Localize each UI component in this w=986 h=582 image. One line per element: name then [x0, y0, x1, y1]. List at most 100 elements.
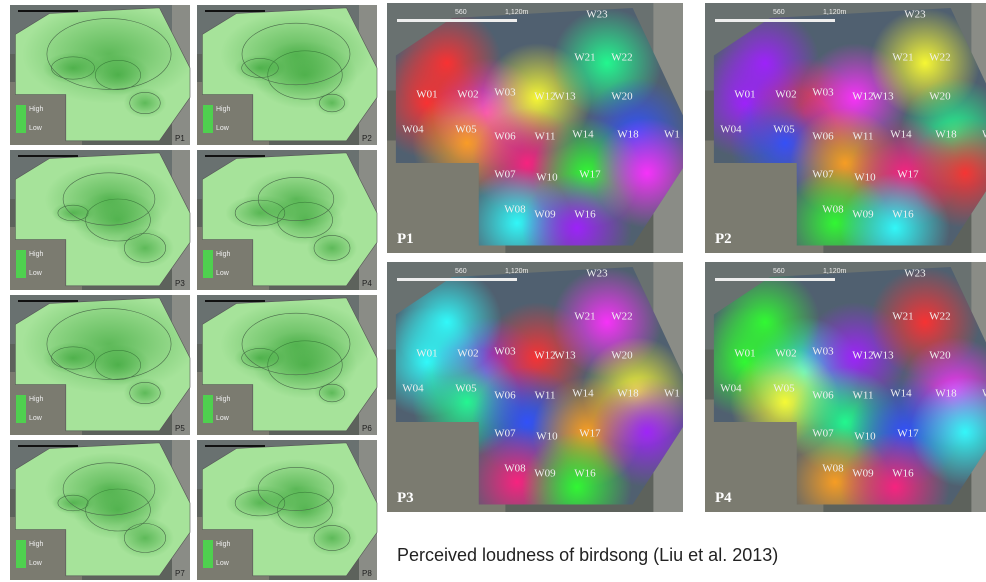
station-label: W03 [494, 346, 516, 358]
station-label: W08 [504, 204, 526, 216]
contour-line [62, 462, 156, 516]
station-label: W18 [617, 388, 639, 400]
station-label: W12 [534, 91, 555, 103]
scale-label: 1,120m [505, 9, 529, 16]
contour-line [257, 177, 335, 221]
station-label: W17 [897, 428, 919, 440]
contours [225, 168, 358, 266]
station-label: W10 [854, 431, 876, 443]
hotspot [22, 297, 191, 394]
station-label: W18 [617, 129, 639, 141]
contours [22, 297, 191, 408]
contours [44, 162, 174, 269]
legend-low: Low [216, 125, 230, 132]
station-label: W04 [720, 124, 742, 136]
contour-line [313, 235, 351, 261]
panel-label: P8 [362, 569, 372, 578]
contours [22, 7, 191, 118]
legend-high: High [29, 541, 44, 548]
station-label: W1 [982, 129, 986, 141]
station-label: W05 [773, 124, 795, 136]
station-label: W10 [536, 431, 558, 443]
station-label: W09 [852, 209, 874, 221]
station-label: W11 [535, 131, 556, 143]
station-label: W14 [572, 388, 594, 400]
contour-line [46, 18, 172, 90]
legend-ramp [16, 395, 26, 423]
station-label: W12 [534, 350, 555, 362]
station-label: W13 [554, 91, 576, 103]
contour-line [124, 233, 167, 263]
panel-label: P4 [715, 490, 732, 506]
scale-bar [205, 155, 265, 157]
station-label: W05 [455, 383, 477, 395]
scale-label: 1,120m [823, 268, 847, 275]
station-label: W02 [775, 348, 796, 360]
station-label: W12 [852, 91, 873, 103]
station-label: W13 [872, 91, 894, 103]
scale-label: 560 [455, 9, 467, 16]
contour-line [313, 525, 351, 551]
station-label: W17 [579, 169, 601, 181]
station-label: W20 [929, 350, 951, 362]
legend-high: High [216, 251, 231, 258]
scale-bar [18, 300, 78, 302]
station-label: W07 [812, 428, 834, 440]
station-label: W04 [720, 383, 742, 395]
panel-label: P5 [175, 424, 185, 433]
contour-line [319, 383, 345, 403]
station-label: W11 [535, 390, 556, 402]
scale-label: 1,120m [505, 268, 529, 275]
panel-label: P2 [715, 231, 732, 247]
station-label: W03 [812, 87, 834, 99]
station-label: W10 [536, 172, 558, 184]
station-label: W21 [892, 311, 913, 323]
station-label: W22 [611, 311, 632, 323]
station-label: W16 [574, 468, 596, 480]
hotspot [220, 300, 372, 388]
small-map: High Low P7 [10, 440, 191, 580]
hotspot [44, 452, 174, 526]
station-label: W1 [664, 388, 680, 400]
contour-line [124, 523, 167, 553]
station-label: W05 [455, 124, 477, 136]
station-label: W09 [534, 209, 556, 221]
legend-low: Low [29, 560, 43, 567]
small-map: High Low P6 [197, 295, 378, 435]
station-label: W11 [853, 131, 874, 143]
station-label: W23 [586, 268, 608, 280]
small-map: High Low P4 [197, 150, 378, 290]
scale-label: 560 [773, 268, 785, 275]
legend-ramp [16, 250, 26, 278]
station-label: W11 [853, 390, 874, 402]
legend-low: Low [216, 415, 230, 422]
station-label: W21 [892, 52, 913, 64]
legend-high: High [29, 396, 44, 403]
contour-line [257, 467, 335, 511]
station-label: W18 [935, 129, 957, 141]
scale-bar [18, 445, 78, 447]
station-label: W18 [935, 388, 957, 400]
heat-blob [910, 118, 986, 228]
station-label: W06 [494, 131, 516, 143]
station-label: W07 [494, 428, 516, 440]
station-label: W08 [504, 463, 526, 475]
heat-blob [910, 377, 986, 487]
station-label: W01 [416, 89, 437, 101]
scale-bar [397, 278, 517, 281]
station-label: W02 [457, 348, 478, 360]
station-label: W14 [572, 129, 594, 141]
station-label: W1 [664, 129, 680, 141]
contours [220, 10, 372, 116]
contour-line [241, 22, 351, 86]
contours [220, 300, 372, 406]
station-label: W04 [402, 124, 424, 136]
small-map: High Low P1 [10, 5, 191, 145]
small-map: High Low P3 [10, 150, 191, 290]
legend-ramp [16, 540, 26, 568]
station-label: W16 [892, 468, 914, 480]
legend-low: Low [29, 125, 43, 132]
station-label: W22 [611, 52, 632, 64]
